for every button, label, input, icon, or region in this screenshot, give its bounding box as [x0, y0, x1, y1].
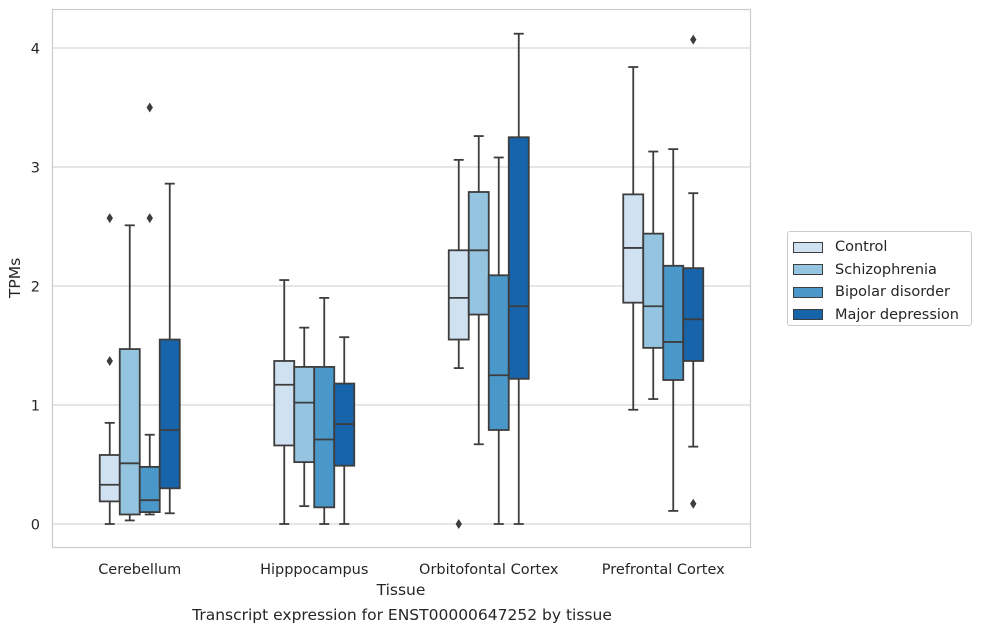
legend-label: Bipolar disorder: [835, 284, 950, 301]
box-iqr: [273, 360, 296, 447]
box-bipolar-disorder: [487, 156, 510, 525]
box-iqr: [118, 348, 141, 516]
legend-label: Major depression: [835, 306, 959, 323]
box-iqr: [642, 232, 665, 349]
outlier-point: [146, 213, 153, 224]
x-axis-label: Tissue: [376, 581, 426, 599]
legend: Control Schizophrenia Bipolar disorder Majo…: [787, 231, 972, 326]
box-iqr: [662, 264, 685, 381]
y-tick-labels: 0 1 2 3 4: [31, 42, 40, 534]
legend-swatch: [793, 286, 823, 298]
x-tick-labels: Cerebellum Hipppocampus Orbitofontal Corte…: [98, 562, 725, 578]
box-bipolar-disorder: [313, 296, 336, 525]
x-tick-label: Hipppocampus: [260, 562, 368, 578]
box-iqr: [293, 366, 316, 464]
box-iqr: [98, 454, 121, 503]
y-tick-label: 4: [31, 42, 40, 58]
box-iqr: [467, 191, 490, 316]
box-control: [622, 66, 645, 411]
x-tick-label: Orbitofontal Cortex: [419, 562, 559, 578]
box-schizophrenia: [467, 135, 490, 446]
outlier-point: [106, 355, 113, 366]
legend-item: Schizophrenia: [793, 259, 971, 282]
box-control: [447, 158, 470, 529]
box-schizophrenia: [642, 150, 665, 400]
box-major-depression: [158, 182, 181, 515]
legend-swatch: [793, 241, 823, 253]
box-bipolar-disorder: [138, 102, 161, 516]
box-iqr: [507, 136, 530, 380]
chart-caption: Transcript expression for ENST0000064725…: [192, 606, 612, 624]
outlier-point: [690, 498, 697, 509]
y-tick-label: 2: [31, 280, 40, 296]
box-major-depression: [507, 32, 530, 525]
box-major-depression: [682, 34, 705, 509]
box-bipolar-disorder: [662, 148, 685, 512]
y-tick-label: 1: [31, 399, 40, 415]
box-iqr: [447, 249, 470, 341]
legend-swatch: [793, 264, 823, 276]
box-iqr: [682, 267, 705, 362]
box-major-depression: [333, 336, 356, 525]
box-control: [273, 279, 296, 525]
x-tick-label: Cerebellum: [98, 562, 181, 578]
legend-item: Control: [793, 236, 971, 259]
legend-label: Schizophrenia: [835, 261, 937, 278]
legend-item: Bipolar disorder: [793, 281, 971, 304]
x-tick-label: Prefrontal Cortex: [602, 562, 725, 578]
outlier-point: [690, 34, 697, 45]
plot-frame: [51, 8, 752, 549]
y-tick-label: 0: [31, 518, 40, 534]
box-schizophrenia: [293, 326, 316, 508]
outlier-point: [455, 519, 462, 529]
y-axis-label: TPMs: [6, 258, 24, 299]
outlier-point: [146, 102, 153, 113]
box-schizophrenia: [118, 224, 141, 522]
box-iqr: [487, 274, 510, 431]
boxes: [98, 32, 705, 529]
legend-swatch: [793, 309, 823, 321]
legend-label: Control: [835, 239, 888, 256]
legend-item: Major depression: [793, 304, 971, 327]
box-control: [98, 213, 121, 525]
box-iqr: [313, 366, 336, 509]
box-iqr: [138, 465, 161, 514]
y-tick-label: 3: [31, 161, 40, 177]
box-iqr: [158, 338, 181, 490]
outlier-point: [106, 213, 113, 224]
